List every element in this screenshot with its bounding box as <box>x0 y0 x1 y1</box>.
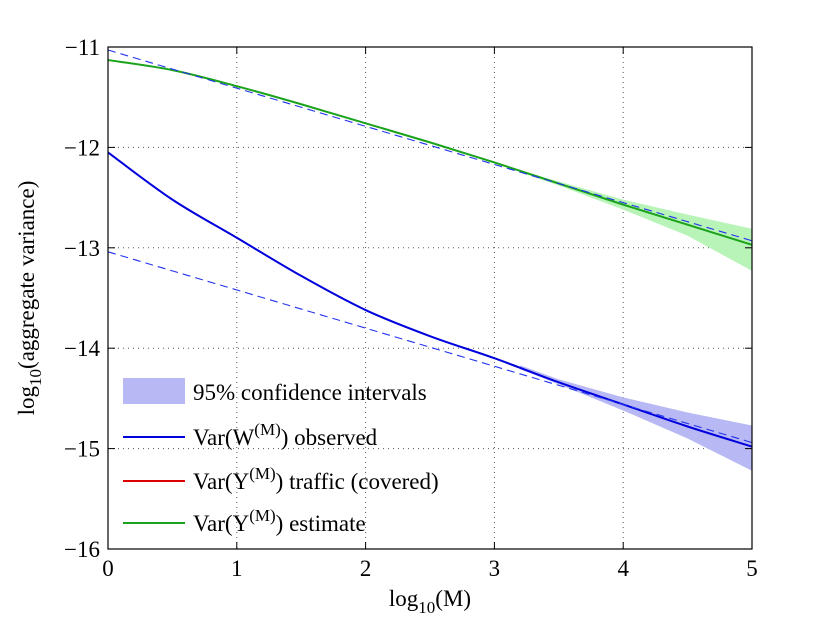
x-tick-label: 0 <box>102 556 114 581</box>
axis-ticks: 0 1 2 3 4 5 −16 −15 −14 −13 −12 −11 <box>64 35 758 581</box>
legend-swatch-ci <box>123 378 185 404</box>
x-tick-label: 1 <box>231 556 243 581</box>
band-estimate_ci <box>520 170 752 271</box>
x-tick-label: 4 <box>617 556 629 581</box>
legend-label-traffic: Var(Y(M)) traffic (covered) <box>193 464 439 494</box>
x-tick-label: 5 <box>746 556 758 581</box>
series-line-estimate_fit <box>107 49 753 242</box>
legend-label-ci: 95% confidence intervals <box>193 380 427 405</box>
band-observed_ci <box>520 365 752 471</box>
y-tick-label: −12 <box>64 135 100 160</box>
y-tick-label: −11 <box>65 35 100 60</box>
plot-background <box>108 47 752 549</box>
y-axis-title: log10(aggregate variance) <box>14 181 45 416</box>
grid <box>108 47 752 549</box>
x-axis-title: log10(M) <box>389 586 471 617</box>
x-tick-label: 3 <box>489 556 501 581</box>
series-line-estimate <box>107 59 753 246</box>
series-line-observed <box>107 151 753 448</box>
legend: 95% confidence intervals Var(W(M)) obser… <box>123 378 439 536</box>
legend-label-estimate: Var(Y(M)) estimate <box>193 506 366 536</box>
x-tick-label: 2 <box>360 556 372 581</box>
y-tick-label: −16 <box>64 537 100 562</box>
y-tick-label: −14 <box>64 336 100 361</box>
series-line-observed_fit <box>107 251 753 444</box>
confidence-bands <box>520 170 752 471</box>
y-tick-label: −15 <box>64 437 100 462</box>
y-tick-label: −13 <box>64 236 100 261</box>
legend-label-observed: Var(W(M)) observed <box>193 420 378 450</box>
plot-frame <box>107 46 753 550</box>
series-lines <box>107 49 753 448</box>
